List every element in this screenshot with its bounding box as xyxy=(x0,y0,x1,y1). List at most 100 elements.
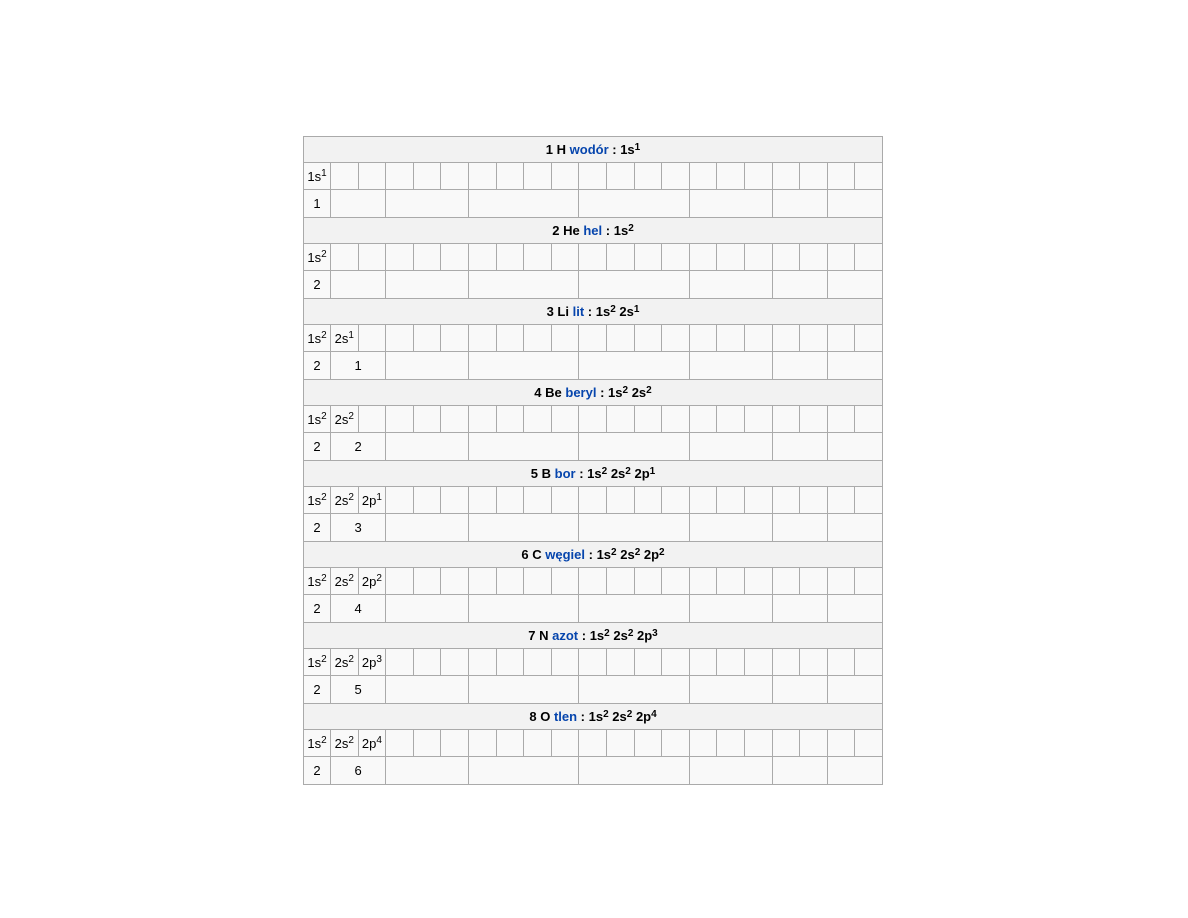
orbital-base: 2p xyxy=(361,654,377,670)
element-symbol: Be xyxy=(545,385,562,400)
orbital-cell-empty xyxy=(661,405,690,433)
shell-cell-empty xyxy=(771,189,828,218)
orbital-notation: 2p4 xyxy=(636,709,657,724)
orbital-cell-empty xyxy=(633,567,663,595)
orbital-cell-empty xyxy=(440,243,469,271)
element-header-row: 6 C węgiel : 1s2 2s2 2p2 xyxy=(303,541,883,568)
shell-cell-empty xyxy=(467,594,580,623)
element-number: 6 xyxy=(521,547,529,562)
orbital-cell-empty xyxy=(688,486,718,514)
orbital-base: 1s xyxy=(307,654,322,670)
shell-cell-empty xyxy=(688,513,773,542)
orbital-base: 1s xyxy=(307,330,322,346)
orbital-cell-empty xyxy=(826,324,856,352)
shell-count-cell: 5 xyxy=(329,675,387,704)
orbital-cell: 1s2 xyxy=(303,324,331,352)
orbital-superscript: 2 xyxy=(321,330,327,341)
orbital-cell-empty xyxy=(716,324,745,352)
orbital-superscript: 2 xyxy=(627,627,634,639)
shell-cell-empty xyxy=(385,189,469,218)
orbital-cell-empty xyxy=(661,324,690,352)
element-number: 8 xyxy=(529,709,537,724)
orbital-cell-empty xyxy=(412,405,442,433)
orbital-cell-empty xyxy=(467,567,497,595)
shell-cell-empty xyxy=(467,675,580,704)
orbital-cell-empty xyxy=(633,162,663,190)
orbital-cell-empty xyxy=(467,729,497,757)
orbital-cell-empty xyxy=(412,729,442,757)
orbital-cell-empty xyxy=(743,648,773,676)
element-header-row: 3 Li lit : 1s2 2s1 xyxy=(303,298,883,325)
orbital-notation: 2p1 xyxy=(634,466,655,481)
element-name-link[interactable]: wodór xyxy=(569,142,609,157)
element-header-row: 4 Be beryl : 1s2 2s2 xyxy=(303,379,883,406)
orbital-cell-empty xyxy=(716,162,745,190)
orbital-cell-empty xyxy=(826,729,856,757)
orbital-base: 2s xyxy=(620,547,635,562)
shell-cell-empty xyxy=(578,189,690,218)
shell-cell-empty xyxy=(385,675,469,704)
orbital-cell: 2s1 xyxy=(330,324,359,352)
shell-cell-empty xyxy=(826,351,884,380)
shell-cell-empty xyxy=(688,675,773,704)
orbital-cell-empty xyxy=(688,405,718,433)
orbital-base: 1s xyxy=(307,249,322,265)
element-symbol: N xyxy=(539,628,549,643)
shell-cell-empty xyxy=(385,432,469,461)
orbital-cell: 2p4 xyxy=(357,729,387,757)
orbital-cell-empty xyxy=(688,648,718,676)
orbital-superscript: 2 xyxy=(611,546,617,558)
element-header: 4 Be beryl : 1s2 2s2 xyxy=(303,379,883,406)
orbital-superscript: 2 xyxy=(348,492,354,503)
orbital-cell-empty xyxy=(661,162,690,190)
orbital-cell-empty xyxy=(357,405,387,433)
orbital-base: 2s xyxy=(334,492,349,508)
element-config-table: 4 Be beryl : 1s2 2s2 1s2 2s2 2 2 xyxy=(303,379,884,461)
element-name-link[interactable]: węgiel xyxy=(545,547,585,562)
orbital-cell-empty xyxy=(467,405,497,433)
orbital-row: 1s2 2s2 xyxy=(303,405,883,433)
orbital-row: 1s2 2s2 2p3 xyxy=(303,648,883,676)
orbital-base: 2s xyxy=(610,466,626,481)
orbital-cell-empty xyxy=(605,567,635,595)
orbital-notation: 1s2 xyxy=(596,304,616,319)
element-name-link[interactable]: beryl xyxy=(565,385,597,400)
orbital-cell-empty xyxy=(826,648,856,676)
shell-count-cell: 6 xyxy=(329,756,387,785)
orbital-superscript: 1 xyxy=(649,465,656,477)
orbital-cell-empty xyxy=(854,405,883,433)
orbital-superscript: 1 xyxy=(634,141,641,153)
shell-cell-empty xyxy=(578,351,690,380)
orbital-cell-empty xyxy=(605,729,635,757)
orbital-cell-empty xyxy=(495,162,525,190)
orbital-cell-empty xyxy=(799,567,828,595)
orbital-base: 2p xyxy=(361,735,377,751)
orbital-notation: 1s2 xyxy=(597,547,617,562)
orbital-base: 1s xyxy=(307,168,322,184)
element-name-link[interactable]: lit xyxy=(572,304,585,319)
shell-cell-empty xyxy=(578,594,690,623)
element-name-link[interactable]: hel xyxy=(583,223,603,238)
orbital-cell-empty xyxy=(385,162,414,190)
shell-cell-empty xyxy=(467,513,580,542)
shell-cell-empty xyxy=(688,432,773,461)
orbital-row: 1s2 2s1 xyxy=(303,324,883,352)
orbital-cell-empty xyxy=(523,486,552,514)
element-name-link[interactable]: bor xyxy=(554,466,576,481)
shell-count-cell: 2 xyxy=(303,432,331,461)
orbital-base: 2p xyxy=(361,573,377,589)
orbital-cell-empty xyxy=(385,243,414,271)
orbital-notation: 1s2 xyxy=(307,736,326,751)
orbital-base: 2s xyxy=(631,385,647,400)
orbital-notation: 1s1 xyxy=(307,169,326,184)
orbital-cell-empty xyxy=(661,486,690,514)
element-name-link[interactable]: azot xyxy=(552,628,579,643)
orbital-cell-empty xyxy=(578,567,607,595)
orbital-cell: 1s1 xyxy=(303,162,331,190)
shell-cell-empty xyxy=(578,432,690,461)
orbital-notation: 2s2 xyxy=(335,493,354,508)
orbital-cell-empty xyxy=(826,486,856,514)
element-name-link[interactable]: tlen xyxy=(553,709,578,724)
shell-count-cell: 1 xyxy=(329,351,387,380)
shell-cell-empty xyxy=(771,351,828,380)
